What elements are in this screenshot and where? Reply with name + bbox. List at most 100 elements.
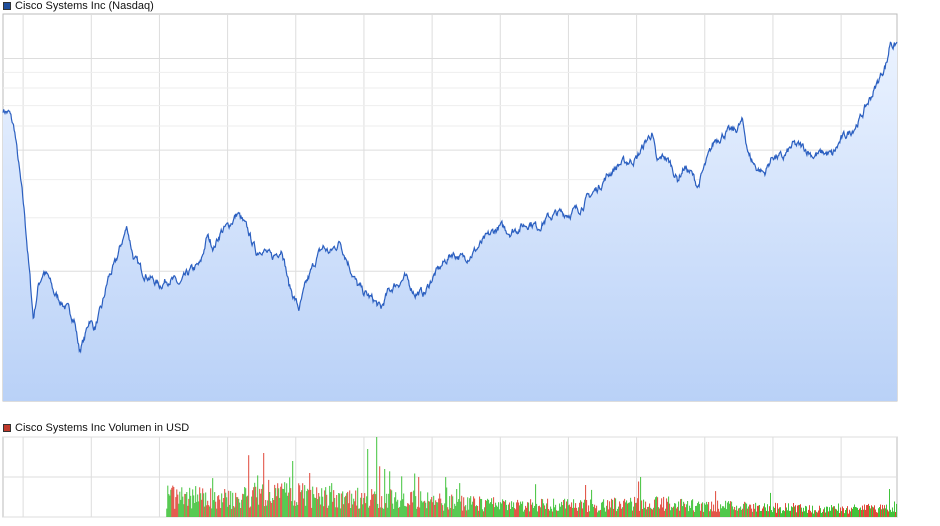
volume-bar	[686, 504, 688, 517]
volume-bar	[484, 507, 486, 517]
volume-bar	[713, 504, 715, 517]
volume-bar	[379, 466, 381, 517]
volume-bar	[397, 499, 399, 517]
volume-bar	[845, 510, 846, 517]
volume-bar	[691, 500, 693, 517]
volume-bar	[391, 490, 393, 517]
volume-bar	[722, 506, 724, 517]
volume-bar	[755, 502, 757, 517]
volume-bar	[448, 509, 450, 517]
volume-bar	[876, 512, 877, 517]
volume-bar	[780, 507, 781, 517]
volume-bar	[600, 509, 602, 517]
volume-bar	[838, 503, 839, 517]
volume-bar	[878, 508, 879, 517]
volume-legend-label: Cisco Systems Inc Volumen in USD	[15, 422, 190, 434]
volume-bar	[672, 507, 674, 517]
volume-bar	[175, 497, 177, 517]
volume-bar	[349, 490, 351, 517]
volume-bar	[729, 503, 731, 517]
volume-bar	[283, 489, 285, 517]
volume-bar	[333, 490, 335, 517]
volume-bar	[574, 507, 576, 517]
volume-bar	[855, 507, 856, 517]
volume-bar	[328, 505, 330, 517]
volume-bar	[412, 502, 414, 517]
volume-bar	[541, 498, 543, 517]
volume-bar	[339, 493, 341, 517]
volume-bar	[245, 488, 247, 517]
volume-bar	[598, 510, 600, 517]
volume-bar	[301, 490, 303, 517]
volume-bar	[833, 506, 834, 517]
volume-bar	[664, 510, 666, 517]
volume-bar	[573, 499, 575, 517]
volume-bar	[705, 504, 707, 517]
volume-bar	[409, 505, 411, 517]
volume-bar	[249, 507, 251, 517]
volume-bar	[660, 504, 662, 517]
volume-bar	[731, 501, 733, 517]
volume-bar	[702, 502, 704, 517]
price-legend-label: Cisco Systems Inc (Nasdaq)	[15, 0, 154, 12]
volume-bar	[185, 494, 187, 517]
volume-bar	[325, 487, 327, 517]
volume-bar	[630, 497, 632, 517]
volume-bar	[580, 500, 582, 517]
volume-bar	[478, 510, 480, 517]
volume-bar	[576, 507, 578, 517]
volume-bar	[817, 512, 818, 517]
volume-bar	[184, 493, 186, 517]
volume-bar	[486, 500, 488, 517]
volume-bar	[726, 509, 728, 517]
volume-bar	[314, 497, 316, 517]
volume-bar	[895, 512, 896, 517]
volume-bar	[629, 502, 631, 517]
volume-bar	[427, 492, 429, 517]
volume-bar	[255, 486, 257, 517]
volume-bar	[720, 504, 722, 517]
volume-bar	[562, 505, 564, 517]
volume-bar	[609, 501, 611, 517]
volume-bar	[201, 499, 203, 517]
volume-bar	[862, 505, 863, 517]
volume-bar	[429, 501, 431, 517]
volume-bar	[778, 508, 779, 517]
volume-bar	[645, 501, 647, 517]
volume-bar	[781, 513, 782, 517]
volume-bar	[582, 508, 584, 517]
volume-bar	[187, 505, 189, 517]
volume-bar	[393, 508, 395, 517]
volume-bar	[235, 492, 237, 517]
volume-bar	[861, 510, 862, 517]
volume-bar	[480, 498, 482, 517]
volume-bar	[782, 510, 783, 517]
volume-bar	[509, 502, 511, 517]
volume-bar	[204, 506, 206, 517]
volume-bar	[238, 498, 240, 517]
volume-bar	[504, 501, 506, 517]
volume-bar	[568, 505, 570, 517]
volume-bar	[848, 513, 849, 517]
volume-bar	[572, 507, 574, 517]
volume-bar	[327, 507, 329, 517]
volume-bar	[597, 512, 599, 517]
volume-bar	[500, 502, 502, 517]
volume-bar	[666, 498, 668, 517]
volume-bar	[881, 509, 882, 517]
volume-bar	[704, 503, 706, 517]
volume-bar	[266, 505, 268, 517]
volume-bar	[364, 493, 366, 517]
volume-bar	[246, 496, 248, 517]
volume-bar	[798, 505, 799, 517]
volume-bar	[192, 489, 194, 517]
volume-bar	[521, 503, 523, 517]
volume-bar	[172, 485, 174, 517]
volume-bar	[880, 504, 881, 517]
volume-bar	[390, 489, 392, 517]
volume-bar	[558, 510, 560, 517]
volume-bar	[380, 507, 382, 517]
volume-bar	[462, 510, 464, 517]
volume-bar	[305, 505, 307, 517]
volume-bar	[330, 492, 332, 517]
